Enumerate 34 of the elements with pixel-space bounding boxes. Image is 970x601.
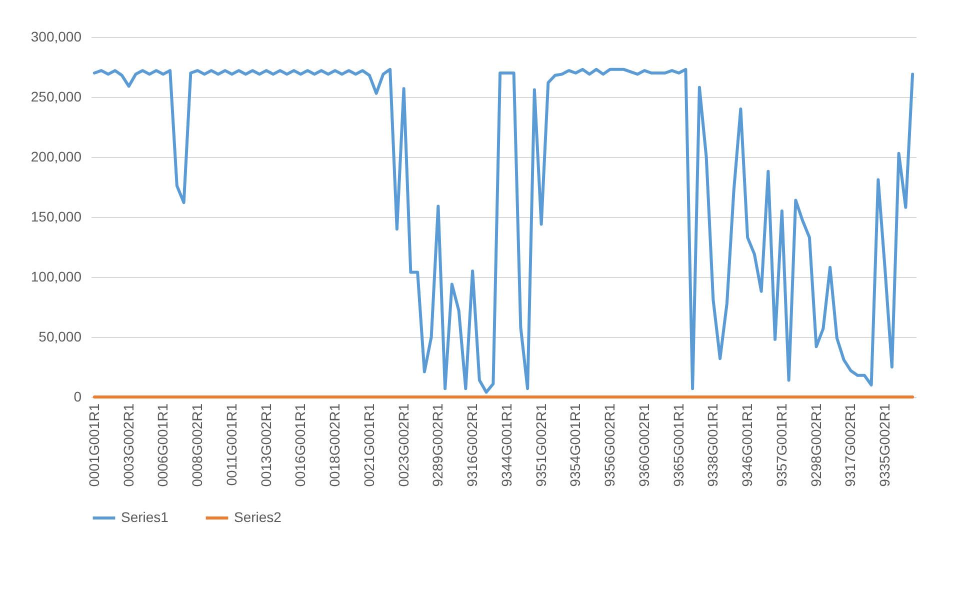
x-tick-label: 9354G001R1 (567, 403, 584, 487)
x-tick-label: 9317G002R1 (842, 403, 858, 487)
x-tick-label: 9360G002R1 (636, 403, 652, 487)
x-tick-label: 0013G002R1 (258, 403, 274, 487)
line-series (92, 68, 914, 394)
x-tick-label: 9357G001R1 (773, 403, 790, 487)
y-tick-label: 50,000 (38, 328, 82, 344)
x-tick-label: 9316G002R1 (464, 403, 480, 487)
x-tick-label: 0011G001R1 (223, 403, 240, 486)
x-tick-label: 0006G001R1 (154, 403, 171, 487)
y-tick-label: 150,000 (30, 208, 82, 224)
x-tick-label: 9346G001R1 (739, 403, 756, 487)
y-tick-label: 200,000 (30, 148, 82, 164)
x-tick-label: 9338G001R1 (704, 403, 721, 487)
x-tick-label: 9298G002R1 (808, 403, 824, 487)
legend-label: Series1 (121, 509, 169, 525)
x-tick-label: 0003G002R1 (120, 403, 136, 487)
x-tick-label: 9365G001R1 (670, 403, 686, 487)
x-tick-label: 9356G002R1 (602, 403, 618, 487)
y-tick-label: 100,000 (30, 268, 82, 284)
x-tick-label: 9335G002R1 (876, 403, 893, 487)
x-tick-label: 9344G001R1 (498, 403, 514, 487)
x-tick-label: 0023G002R1 (395, 403, 412, 487)
y-tick-label: 300,000 (30, 28, 82, 44)
x-tick-label: 0016G001R1 (292, 403, 308, 487)
x-tick-label: 0021G001R1 (360, 403, 377, 487)
x-tick-label: 0018G002R1 (326, 403, 343, 487)
x-tick-label: 9351G002R1 (532, 403, 549, 487)
x-tick-label: 9289G002R1 (430, 403, 446, 487)
x-tick-label: 0008G002R1 (189, 403, 206, 487)
y-tick-label: 250,000 (30, 88, 82, 104)
legend-label: Series2 (234, 509, 282, 525)
x-tick-label: 0001G001R1 (86, 403, 102, 487)
y-tick-label: 0 (74, 388, 82, 404)
